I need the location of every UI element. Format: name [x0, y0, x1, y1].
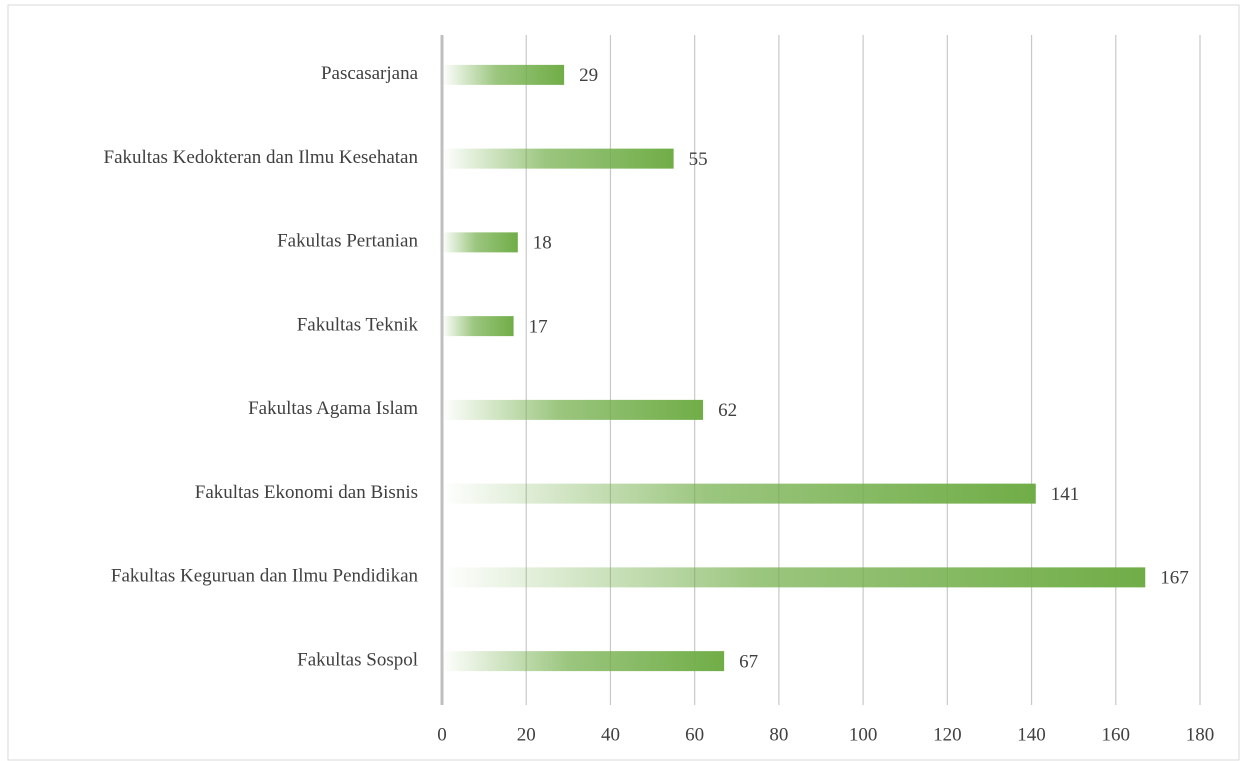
x-tick-label: 20 — [517, 724, 536, 745]
y-tick-label: Fakultas Ekonomi dan Bisnis — [195, 482, 418, 503]
y-tick-label: Fakultas Kedokteran dan Ilmu Kesehatan — [104, 147, 419, 168]
x-tick-label: 160 — [1102, 724, 1131, 745]
data-label: 141 — [1051, 484, 1080, 505]
data-label: 62 — [718, 400, 737, 421]
bar — [442, 483, 1036, 504]
x-tick-label: 120 — [933, 724, 962, 745]
bar — [442, 232, 518, 253]
x-tick-label: 40 — [601, 724, 620, 745]
bar — [442, 651, 725, 672]
data-label: 29 — [579, 65, 598, 86]
bar — [442, 316, 514, 337]
x-tick-label: 80 — [769, 724, 788, 745]
y-tick-label: Fakultas Keguruan dan Ilmu Pendidikan — [111, 566, 419, 587]
data-label: 55 — [689, 149, 708, 170]
bar — [442, 64, 565, 85]
data-label: 67 — [739, 651, 758, 672]
x-tick-label: 180 — [1186, 724, 1215, 745]
y-tick-label: Pascasarjana — [321, 63, 419, 84]
x-tick-label: 140 — [1017, 724, 1046, 745]
x-tick-label: 60 — [685, 724, 704, 745]
y-tick-label: Fakultas Sospol — [297, 649, 418, 670]
x-tick-label: 100 — [849, 724, 878, 745]
bar — [442, 399, 704, 420]
data-label: 167 — [1160, 568, 1189, 589]
bar — [442, 567, 1146, 588]
data-label: 17 — [529, 316, 548, 337]
data-label: 18 — [533, 233, 552, 254]
y-tick-label: Fakultas Agama Islam — [248, 398, 418, 419]
chart-border — [7, 4, 1240, 761]
bar — [442, 148, 674, 169]
x-tick-label: 0 — [437, 724, 447, 745]
y-tick-label: Fakultas Teknik — [297, 314, 419, 335]
y-tick-label: Fakultas Pertanian — [277, 231, 418, 252]
